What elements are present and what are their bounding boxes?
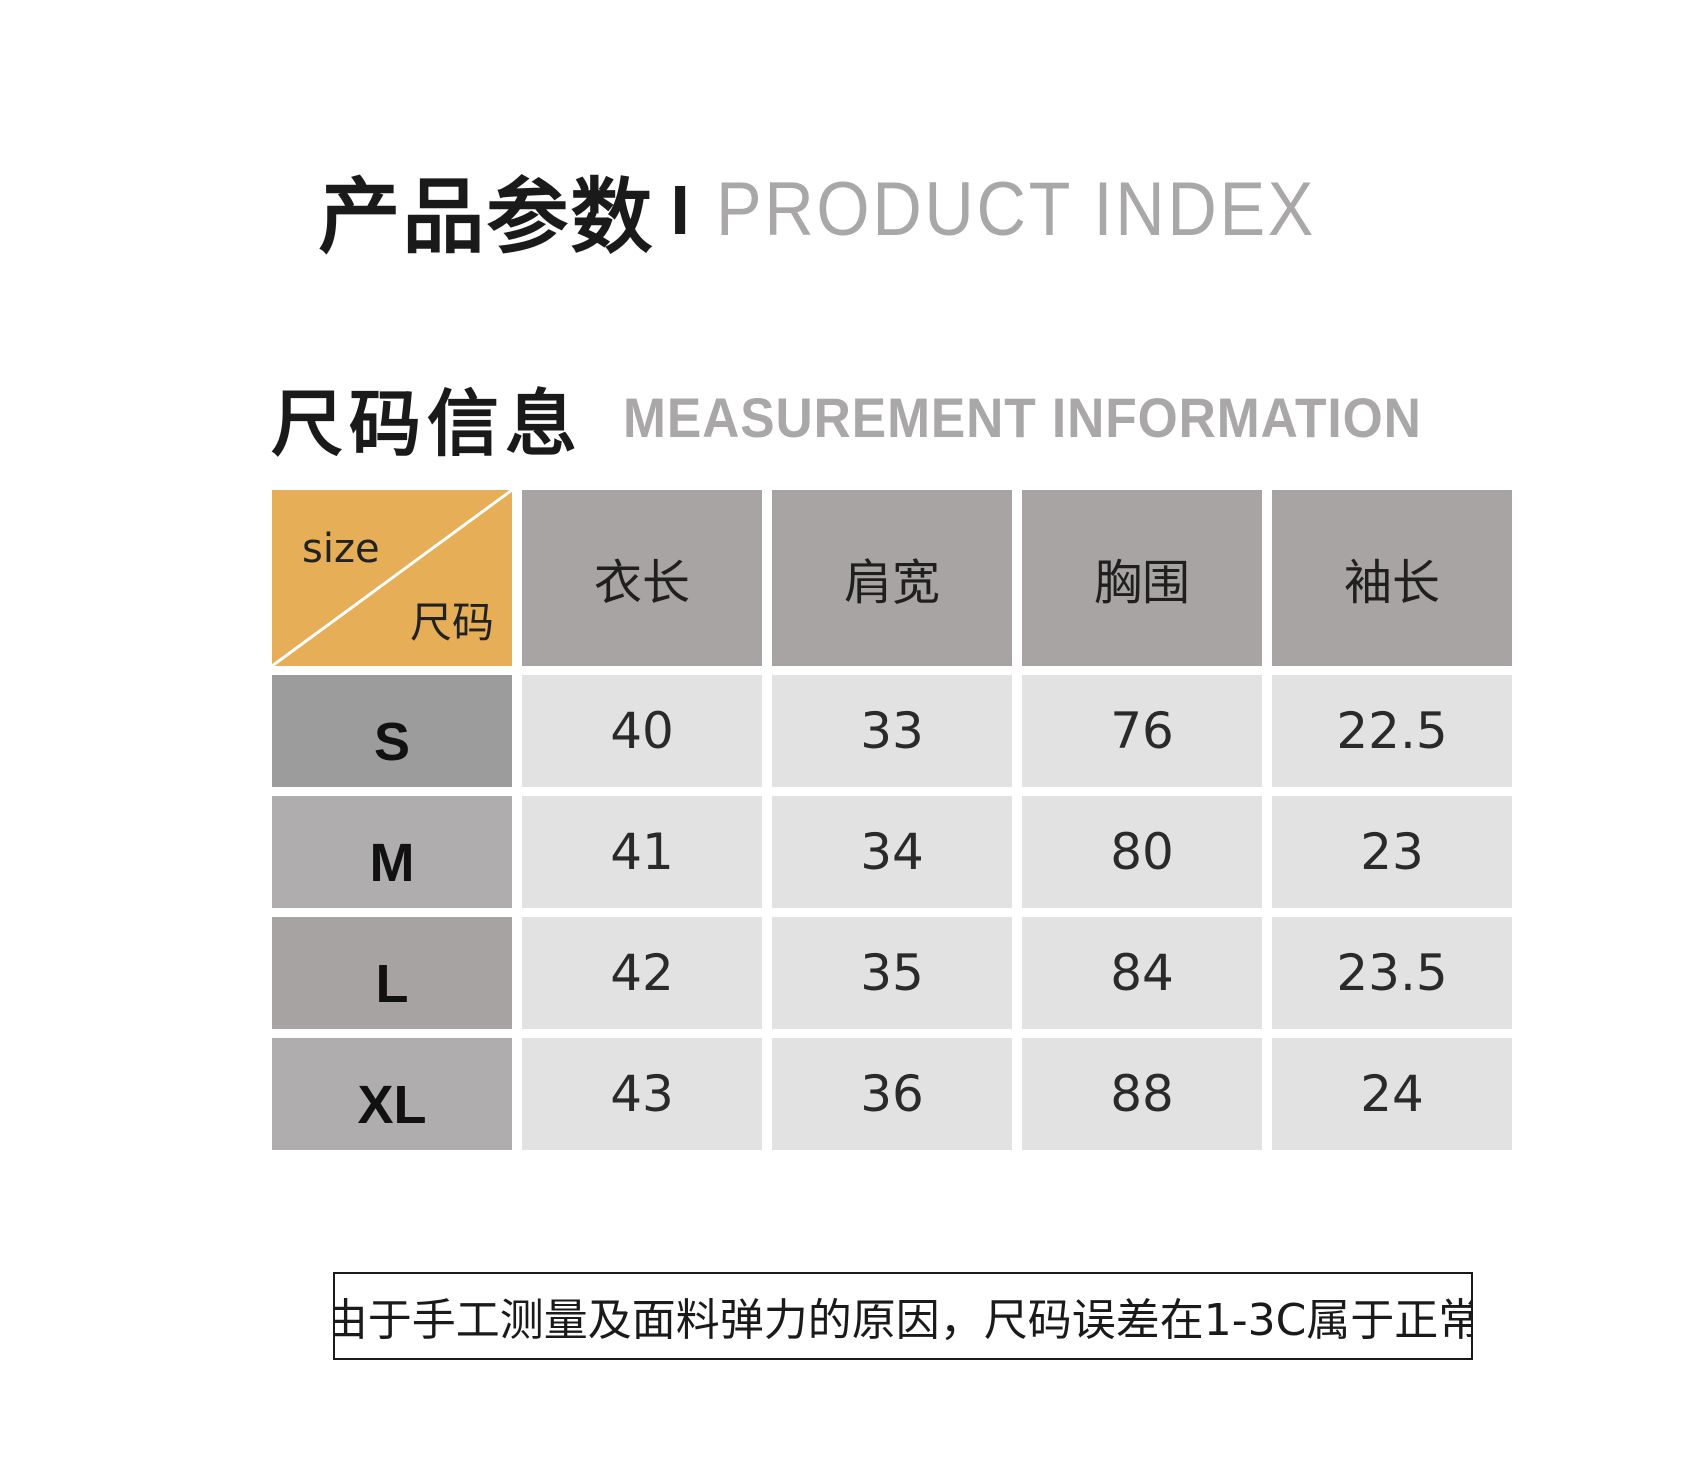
corner-label-size: size [302, 526, 380, 572]
title-chinese: 产品参数 [318, 170, 655, 265]
table-data-cell: 76 [1022, 675, 1262, 787]
table-data-cell: 36 [772, 1038, 1012, 1150]
size-label-cell: XL [272, 1038, 512, 1150]
corner-diagonal-line [272, 490, 512, 666]
table-data-cell: 84 [1022, 917, 1262, 1029]
measurement-note-text: 由于手工测量及面料弹力的原因，尺码误差在1-3C属于正常 [333, 1295, 1473, 1346]
size-table: size 尺码 衣长 肩宽 胸围 袖长 S 40 33 76 22.5 M 41… [272, 490, 1512, 1150]
table-header-cell: 袖长 [1272, 490, 1512, 666]
table-data-cell: 23 [1272, 796, 1512, 908]
table-header-cell: 肩宽 [772, 490, 1012, 666]
table-data-cell: 42 [522, 917, 762, 1029]
section-heading: 尺码信息 MEASUREMENT INFORMATION [271, 365, 1491, 470]
table-data-cell: 22.5 [1272, 675, 1512, 787]
section-title-chinese: 尺码信息 [271, 382, 584, 466]
table-data-cell: 23.5 [1272, 917, 1512, 1029]
table-data-cell: 35 [772, 917, 1012, 1029]
table-data-cell: 88 [1022, 1038, 1262, 1150]
table-data-cell: 33 [772, 675, 1012, 787]
table-data-cell: 43 [522, 1038, 762, 1150]
measurement-note-box: 由于手工测量及面料弹力的原因，尺码误差在1-3C属于正常 [333, 1272, 1473, 1360]
corner-label-chima: 尺码 [409, 598, 494, 647]
title-english: PRODUCT INDEX [715, 167, 1316, 252]
page-title: 产品参数 I PRODUCT INDEX [0, 150, 1701, 269]
table-header-cell: 胸围 [1022, 490, 1262, 666]
table-header-cell: 衣长 [522, 490, 762, 666]
table-data-cell: 41 [522, 796, 762, 908]
table-data-cell: 40 [522, 675, 762, 787]
size-label-cell: M [272, 796, 512, 908]
section-title-english: MEASUREMENT INFORMATION [623, 386, 1422, 449]
table-data-cell: 24 [1272, 1038, 1512, 1150]
table-corner-cell: size 尺码 [272, 490, 512, 666]
title-separator: I [670, 170, 690, 249]
size-label-cell: S [272, 675, 512, 787]
table-data-cell: 34 [772, 796, 1012, 908]
size-label-cell: L [272, 917, 512, 1029]
table-data-cell: 80 [1022, 796, 1262, 908]
